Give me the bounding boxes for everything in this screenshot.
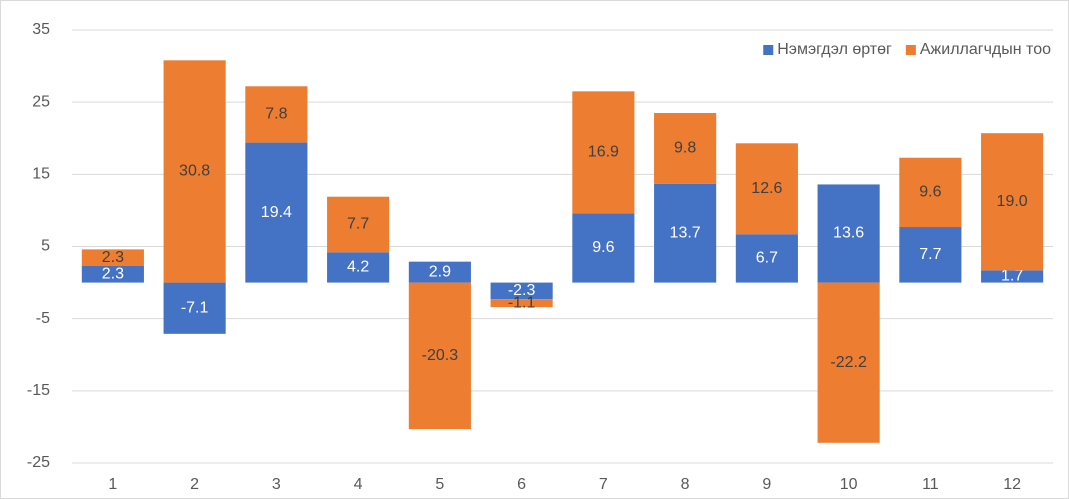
x-tick-label: 8 [681,476,690,493]
bar-segment [817,184,880,283]
x-tick-label: 6 [517,476,526,493]
x-tick-label: 2 [190,476,199,493]
x-tick-label: 12 [1003,476,1021,493]
x-tick-label: 4 [354,476,363,493]
x-tick-label: 7 [599,476,608,493]
bar-segment [490,282,553,300]
data-label: 7.8 [265,106,287,123]
data-label: 2.3 [102,266,124,283]
data-label: 7.7 [919,246,941,263]
bar-segment [327,196,390,253]
data-label: 19.0 [997,193,1028,210]
bar-segment [163,60,226,283]
data-label: 16.9 [588,144,619,161]
data-label: 13.6 [833,225,864,242]
x-tick-label: 1 [108,476,117,493]
x-tick-label: 9 [762,476,771,493]
legend-swatch [905,45,916,55]
y-tick-label: 5 [41,238,50,255]
bar-segment [654,183,717,283]
data-label: -7.1 [181,299,209,316]
data-label: 6.7 [756,250,778,267]
data-label: -22.2 [830,354,867,371]
data-label: 7.7 [347,216,369,233]
data-label: 19.4 [261,204,292,221]
bar-segment [654,112,717,184]
bar-segment [81,265,144,283]
data-label: 12.6 [751,180,782,197]
data-label: 9.6 [919,184,941,201]
y-tick-label: 15 [32,166,50,183]
legend-label: Нэмэгдэл өртөг [777,41,892,58]
data-label: 13.7 [670,224,701,241]
bar-segment [245,142,308,283]
bar-segment [572,213,635,283]
data-label: 2.3 [102,249,124,266]
bar-segment [572,91,635,214]
bar-segment [981,270,1044,283]
bar-segment [408,261,471,283]
data-label: 9.6 [592,239,614,256]
x-tick-label: 10 [840,476,858,493]
data-label: -1.1 [508,294,536,311]
bar-segment [817,282,880,443]
bar-segment [735,143,798,235]
y-tick-label: -5 [36,310,50,327]
legend-label: Ажиллагчдын тоо [920,41,1051,58]
bar-segment [735,234,798,283]
legend-swatch [763,45,774,55]
data-label: -2.3 [508,282,536,299]
x-tick-label: 11 [922,476,939,493]
data-label: 30.8 [179,163,210,180]
x-tick-label: 3 [272,476,281,493]
data-label: 9.8 [674,140,696,157]
y-tick-label: 35 [32,21,50,38]
bar-segment [327,252,390,283]
bar-segment [899,227,962,283]
bar-segment [981,133,1044,271]
bar-segment [245,86,308,143]
data-label: 4.2 [347,259,369,276]
data-label: -20.3 [422,347,459,364]
y-tick-label: 25 [32,93,50,110]
bar-segment [899,157,962,228]
bar-segment [408,282,471,430]
bar-segment [81,249,144,266]
y-tick-label: -25 [27,454,50,471]
data-label: 1.7 [1001,268,1023,285]
bar-segment [490,299,553,308]
data-label: 2.9 [429,263,451,280]
y-tick-label: -15 [27,382,50,399]
x-tick-label: 5 [435,476,444,493]
bar-segment [163,282,226,334]
